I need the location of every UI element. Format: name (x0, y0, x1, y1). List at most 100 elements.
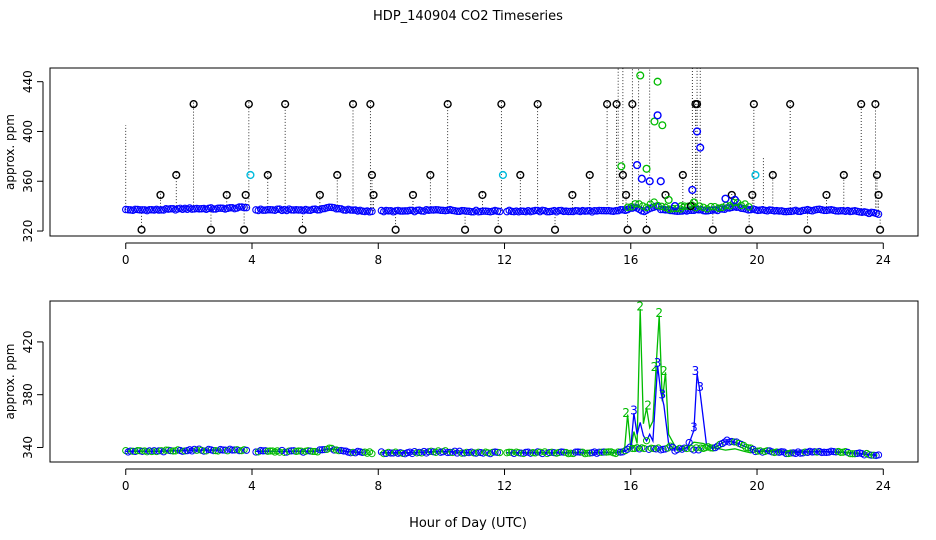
data-point-blue (401, 207, 409, 215)
data-point (470, 449, 478, 457)
data-point-green (699, 203, 708, 212)
series-label-3: 3 (630, 404, 638, 418)
data-point-black (478, 190, 487, 200)
data-point-black (872, 170, 882, 180)
x-tick-label-1-0: 0 (122, 479, 130, 493)
data-point-black (426, 170, 435, 180)
data-point (339, 447, 348, 455)
data-point (368, 450, 376, 458)
data-point (600, 448, 608, 456)
data-point-blue (595, 206, 603, 215)
data-point (801, 448, 809, 456)
data-point (624, 445, 632, 453)
data-point-green (635, 200, 643, 208)
data-point-blue (581, 207, 589, 215)
data-point (321, 445, 329, 454)
data-point-blue (721, 194, 730, 203)
data-point (325, 444, 333, 452)
data-point-blue (214, 204, 222, 212)
data-point (751, 447, 760, 456)
data-point (441, 447, 449, 455)
data-point-blue (730, 195, 740, 205)
series-label-3: 3 (692, 364, 700, 378)
y-tick-label-0-0: 320 (21, 220, 35, 243)
data-point-blue (670, 202, 680, 211)
x-tick-label-1-2: 8 (374, 479, 382, 493)
data-point (692, 444, 700, 452)
data-point-black (298, 225, 307, 234)
data-point-blue (467, 207, 476, 216)
data-point-blue (780, 207, 788, 216)
data-point-blue (597, 206, 606, 215)
data-point (822, 448, 831, 457)
data-point-black (623, 225, 632, 234)
data-point-green (661, 203, 670, 212)
x-tick-label-1-5: 20 (749, 479, 764, 493)
data-point (181, 447, 189, 455)
data-point-black (348, 99, 358, 109)
data-point (811, 448, 819, 456)
data-point-blue (145, 205, 154, 214)
data-point (522, 448, 530, 456)
data-point (444, 448, 452, 457)
data-point (306, 447, 314, 455)
data-point (796, 449, 805, 457)
data-point-blue (813, 205, 821, 214)
data-point-black (874, 190, 883, 200)
x-tick-label-0-4: 16 (623, 253, 638, 267)
data-point-black (137, 225, 146, 234)
data-point-black (222, 190, 231, 200)
data-point (335, 447, 343, 455)
data-point-black (839, 170, 848, 180)
data-point-blue (126, 206, 135, 214)
data-point-black (748, 190, 757, 200)
data-point-blue (122, 205, 130, 214)
data-point-green (718, 203, 727, 212)
data-point (829, 447, 838, 456)
data-point-blue (696, 143, 705, 152)
data-point-blue (820, 206, 828, 215)
data-point-blue (688, 185, 697, 195)
data-point (446, 448, 454, 456)
y-tick-label-0-2: 400 (21, 120, 35, 143)
data-point-blue (571, 207, 580, 215)
data-point (820, 448, 828, 456)
data-point-black (786, 99, 795, 109)
data-point-black (315, 190, 324, 200)
data-point-green (642, 164, 651, 173)
data-point-black (408, 190, 418, 200)
data-point-blue (335, 204, 343, 213)
data-point-black (692, 99, 702, 109)
data-point (387, 449, 395, 457)
data-point-blue (559, 207, 568, 216)
x-tick-label-1-4: 16 (623, 479, 638, 493)
data-point (212, 447, 220, 455)
data-point (595, 448, 603, 456)
x-tick-label-1-6: 24 (876, 479, 891, 493)
data-point (529, 449, 537, 457)
data-point (846, 450, 854, 458)
data-point-black (612, 99, 621, 109)
data-point-blue (309, 205, 317, 214)
data-point (597, 448, 606, 456)
data-point-green (654, 201, 662, 210)
data-point (683, 444, 691, 453)
y-tick-label-0-1: 360 (21, 170, 35, 193)
data-point (455, 447, 464, 455)
data-point-black (494, 225, 503, 234)
data-point-blue (602, 207, 611, 215)
data-point-black (876, 225, 885, 234)
data-point-blue (318, 204, 326, 213)
data-point-green (692, 203, 700, 212)
y-axis-title-1: approx. ppm (3, 344, 17, 420)
data-point (763, 447, 771, 455)
data-point-black (745, 225, 754, 234)
data-point-blue (867, 208, 876, 217)
series-label-2: 2 (636, 299, 644, 313)
data-point (347, 449, 355, 457)
data-point (491, 448, 499, 456)
data-point-green (631, 200, 639, 208)
data-point-blue (287, 206, 296, 214)
data-point-blue (313, 206, 322, 214)
